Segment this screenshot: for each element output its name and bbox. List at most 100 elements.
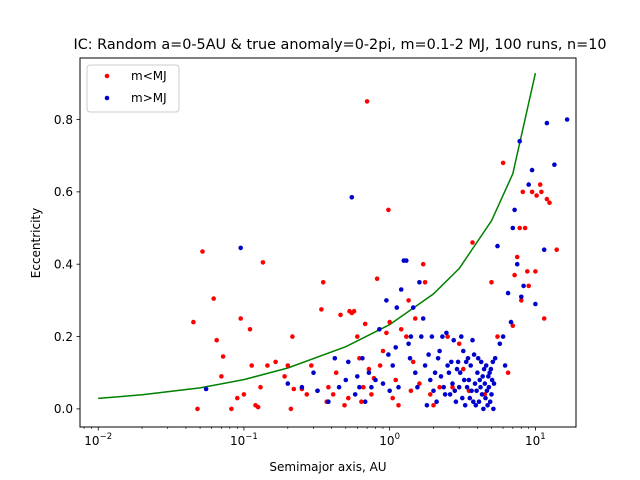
scatter-point xyxy=(326,399,331,405)
scatter-point xyxy=(349,195,355,200)
reference-curve xyxy=(98,73,537,400)
scatter-point xyxy=(384,330,389,336)
scatter-point xyxy=(444,330,449,336)
legend-marker-m-lt-mj xyxy=(104,73,110,79)
scatter-point xyxy=(288,406,294,412)
scatter-point xyxy=(229,406,234,412)
scatter-point xyxy=(384,298,389,303)
scatter-point xyxy=(343,377,349,383)
scatter-point xyxy=(464,384,470,390)
scatter-point xyxy=(526,283,531,289)
scatter-point xyxy=(359,399,364,405)
y-tick-label: 0.6 xyxy=(54,185,73,199)
x-axis-label: Semimajor axis, AU xyxy=(269,460,386,474)
scatter-point xyxy=(326,384,331,390)
scatter-point xyxy=(369,392,374,397)
legend-label-m-lt-mj: m<MJ xyxy=(131,69,167,83)
scatter-point xyxy=(386,352,391,357)
scatter-point xyxy=(486,374,491,379)
scatter-point xyxy=(387,388,393,394)
scatter-point xyxy=(484,388,490,394)
plot-background xyxy=(80,58,576,427)
scatter-point xyxy=(449,359,454,365)
scatter-point xyxy=(361,384,366,390)
scatter-point xyxy=(396,384,401,390)
scatter-point xyxy=(437,384,442,390)
scatter-point xyxy=(413,370,418,376)
scatter-point xyxy=(390,363,396,368)
scatter-point xyxy=(415,384,420,390)
series-m-gt-mj xyxy=(203,117,570,412)
scatter-point xyxy=(469,388,474,394)
scatter-point xyxy=(362,399,368,405)
scatter-point xyxy=(460,395,465,401)
scatter-point xyxy=(510,225,516,231)
scatter-point xyxy=(462,403,468,408)
y-tick-label: 0.2 xyxy=(54,330,73,344)
series-m-lt-mj xyxy=(191,99,559,412)
scatter-point xyxy=(431,403,436,408)
x-tick-label: 10−1 xyxy=(230,432,258,448)
scatter-point xyxy=(373,377,378,383)
scatter-point xyxy=(473,403,479,408)
scatter-point xyxy=(517,138,522,144)
scatter-point xyxy=(450,384,455,390)
scatter-point xyxy=(426,352,431,357)
scatter-point xyxy=(203,386,209,392)
scatter-point xyxy=(393,377,399,383)
scatter-point xyxy=(554,247,559,252)
scatter-point xyxy=(431,388,436,394)
scatter-point xyxy=(454,366,460,372)
scatter-point xyxy=(352,392,358,397)
scatter-point xyxy=(360,356,365,361)
scatter-point xyxy=(481,406,486,412)
scatter-point xyxy=(468,363,474,368)
scatter-point xyxy=(346,359,351,365)
scatter-point xyxy=(480,374,486,379)
y-tick-label: 0.0 xyxy=(54,402,73,416)
scatter-point xyxy=(315,388,320,394)
scatter-point xyxy=(564,117,570,122)
scatter-point xyxy=(408,334,414,339)
scatter-point xyxy=(539,189,544,195)
scatter-point xyxy=(346,395,351,401)
scatter-point xyxy=(461,366,466,372)
scatter-point xyxy=(247,327,253,332)
scatter-point xyxy=(273,359,278,365)
scatter-point xyxy=(487,370,492,376)
scatter-point xyxy=(541,247,547,252)
y-tick-label: 0.8 xyxy=(54,113,73,127)
scatter-point xyxy=(447,392,453,397)
scatter-point xyxy=(260,260,266,265)
scatter-point xyxy=(483,395,488,401)
scatter-point xyxy=(520,189,526,195)
x-tick-label: 100 xyxy=(379,432,400,448)
scatter-point xyxy=(459,334,464,339)
scatter-point xyxy=(330,392,336,397)
scatter-point xyxy=(474,388,479,394)
scatter-points-layer xyxy=(191,99,570,412)
scatter-point xyxy=(366,370,372,376)
scatter-point xyxy=(387,319,393,325)
scatter-point xyxy=(445,334,450,339)
scatter-point xyxy=(238,245,243,251)
scatter-point xyxy=(408,388,414,394)
scatter-point xyxy=(200,249,205,254)
scatter-point xyxy=(299,384,305,390)
scatter-point xyxy=(424,403,430,408)
scatter-point xyxy=(404,334,409,339)
plot-area xyxy=(79,57,577,428)
scatter-point xyxy=(410,359,416,365)
scatter-point xyxy=(522,225,528,231)
scatter-point xyxy=(533,269,538,274)
scatter-point xyxy=(413,316,418,321)
scatter-point xyxy=(255,404,261,410)
scatter-point xyxy=(491,381,497,386)
scatter-point xyxy=(510,323,516,329)
scatter-point xyxy=(440,334,445,339)
scatter-point xyxy=(481,366,487,372)
scatter-point xyxy=(487,399,493,405)
scatter-point xyxy=(249,363,254,368)
scatter-point xyxy=(441,384,447,390)
scatter-point xyxy=(452,388,458,394)
